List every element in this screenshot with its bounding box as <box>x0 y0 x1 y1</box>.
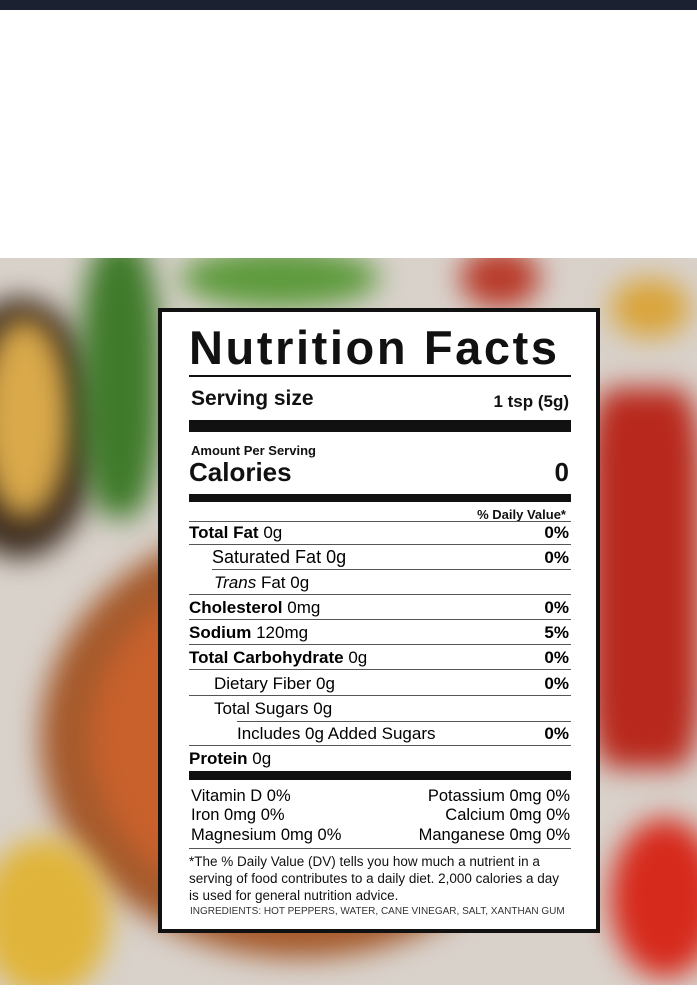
nutrient-dv: 0% <box>544 724 569 743</box>
nutrition-label <box>158 308 600 933</box>
nutrient-amount: 120mg <box>256 623 309 642</box>
top-bar <box>0 0 697 10</box>
rule <box>189 848 571 849</box>
nutrient-name-italic: Trans <box>214 573 257 592</box>
nutrient-amount: 0g <box>326 547 347 567</box>
nutrient-dv: 0% <box>544 674 569 693</box>
calories-value: 0 <box>554 457 569 487</box>
nutrient-row: Sodium 120mg 5% <box>189 620 571 645</box>
nutrient-name: Saturated Fat <box>212 547 322 567</box>
vitamin-right: Potassium 0mg 0% <box>427 787 570 805</box>
vitamin-left: Magnesium 0mg 0% <box>191 826 342 844</box>
nutrient-row: Total Sugars 0g <box>189 696 571 721</box>
nutrient-row: Total Carbohydrate 0g 0% <box>189 645 571 670</box>
vitamin-right: Calcium 0mg 0% <box>445 806 570 824</box>
nutrient-row: Saturated Fat 0g 0% <box>212 545 571 570</box>
rule <box>237 721 571 722</box>
nutrient-name: Total Sugars <box>214 699 309 718</box>
nutrient-name: Dietary Fiber <box>214 674 312 693</box>
nutrient-row: Cholesterol 0mg 0% <box>189 595 571 620</box>
nutrient-amount: 0g <box>252 749 272 768</box>
nutrient-dv: 0% <box>544 648 569 667</box>
nutrient-name: Protein <box>189 749 248 768</box>
vitamin-left: Vitamin D 0% <box>191 787 291 805</box>
nutrient-amount: 0g <box>316 674 335 693</box>
dv-header: % Daily Value* <box>477 507 566 522</box>
thick-rule <box>189 494 571 502</box>
amount-per-serving: Amount Per Serving <box>191 443 316 458</box>
nutrient-name: Cholesterol <box>189 598 283 617</box>
nutrient-name: Includes 0g Added Sugars <box>237 724 436 743</box>
nutrient-amount: 0mg <box>287 598 321 617</box>
vitamin-row: Iron 0mg 0% Calcium 0mg 0% <box>191 805 570 825</box>
nutrient-amount: 0g <box>263 523 283 542</box>
nutrient-dv: 0% <box>544 598 569 617</box>
nutrient-row: Includes 0g Added Sugars 0% <box>189 721 571 746</box>
nutrient-dv: 5% <box>544 623 569 642</box>
thick-rule <box>189 420 571 432</box>
nutrient-name: Fat <box>260 573 286 592</box>
serving-label: Serving size <box>191 387 314 410</box>
label-title: Nutrition Facts <box>189 321 560 374</box>
rule <box>189 521 571 522</box>
vitamin-left: Iron 0mg 0% <box>191 806 285 824</box>
vitamin-row: Vitamin D 0% Potassium 0mg 0% <box>191 786 570 806</box>
nutrient-name: Total Carbohydrate <box>189 648 344 667</box>
nutrient-amount: 0g <box>348 648 368 667</box>
calories-label: Calories <box>189 457 292 487</box>
ingredients: INGREDIENTS: HOT PEPPERS, WATER, CANE VI… <box>190 906 565 917</box>
nutrient-row: Total Fat 0g 0% <box>189 520 571 545</box>
thick-rule <box>189 771 571 780</box>
nutrient-amount: 0g <box>313 699 333 718</box>
vitamin-row: Magnesium 0mg 0% Manganese 0mg 0% <box>191 825 570 845</box>
nutrient-amount: 0g <box>290 573 310 592</box>
nutrient-name: Sodium <box>189 623 252 642</box>
nutrient-row: Trans Fat 0g <box>189 570 571 595</box>
footnote: *The % Daily Value (DV) tells you how mu… <box>189 854 559 903</box>
rule <box>189 375 571 377</box>
nutrient-row: Protein 0g <box>189 746 571 771</box>
serving-value: 1 tsp (5g) <box>493 392 569 411</box>
nutrient-row: Dietary Fiber 0g 0% <box>189 671 571 696</box>
nutrient-name: Total Fat <box>189 523 259 542</box>
vitamin-right: Manganese 0mg 0% <box>418 826 570 844</box>
nutrient-dv: 0% <box>544 548 569 567</box>
nutrient-dv: 0% <box>544 523 569 542</box>
